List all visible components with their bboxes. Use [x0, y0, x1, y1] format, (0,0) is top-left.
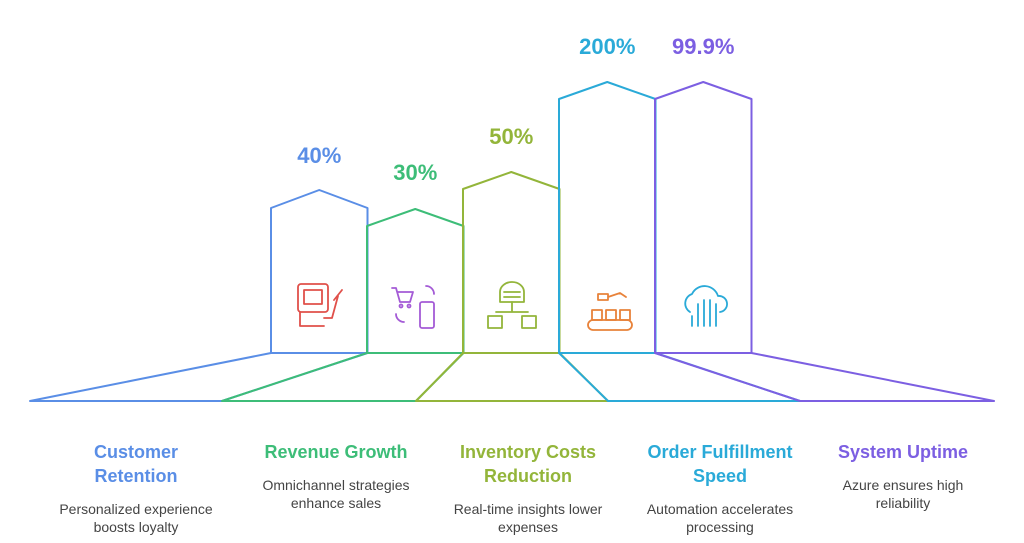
value-label: 50%: [489, 124, 533, 149]
column: [366, 208, 465, 354]
warehouse-icon: [487, 281, 537, 329]
item-description: Real-time insights lower: [454, 501, 603, 517]
item-description: boosts loyalty: [94, 519, 179, 535]
item-description: Automation accelerates: [647, 501, 793, 517]
item-description: expenses: [498, 519, 558, 535]
conveyor-icon: [587, 292, 633, 331]
column: [270, 189, 369, 354]
item-title: Inventory Costs: [460, 442, 596, 462]
item-description: Azure ensures high: [843, 477, 964, 493]
value-label: 30%: [393, 160, 437, 185]
item-description: enhance sales: [291, 495, 381, 511]
item-description: Omnichannel strategies: [262, 477, 409, 493]
omnichannel-icon: [391, 285, 435, 329]
loyalty-icon: [297, 283, 343, 327]
column: [462, 171, 561, 354]
item-title: Revenue Growth: [264, 442, 407, 462]
item-description: Personalized experience: [59, 501, 213, 517]
base-trapezoid: [221, 352, 465, 402]
item-title: Customer: [94, 442, 178, 462]
base-trapezoid: [415, 352, 609, 402]
column: [558, 81, 657, 354]
value-label: 40%: [297, 143, 341, 168]
value-label: 99.9%: [672, 34, 734, 59]
icons: [297, 281, 728, 331]
item-title: Speed: [693, 466, 747, 486]
item-description: processing: [686, 519, 754, 535]
item-title: Retention: [95, 466, 178, 486]
cloud-icon: [684, 285, 728, 327]
item-title: Order Fulfillment: [647, 442, 792, 462]
item-title: System Uptime: [838, 442, 968, 462]
base-trapezoid: [654, 352, 995, 402]
column: [654, 81, 753, 354]
item-description: reliability: [876, 495, 930, 511]
base-trapezoid: [29, 352, 369, 402]
value-label: 200%: [579, 34, 635, 59]
item-title: Reduction: [484, 466, 572, 486]
